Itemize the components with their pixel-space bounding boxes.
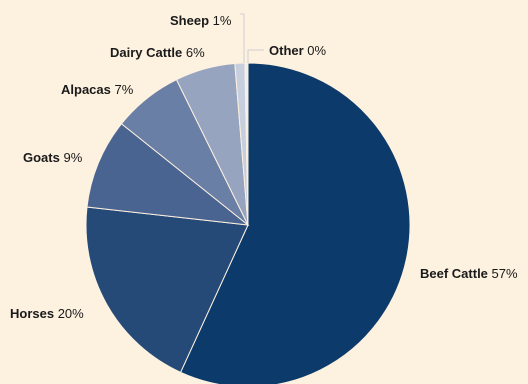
slice-beef-cattle [179,62,411,384]
leader-lines [240,13,264,63]
label-beef-cattle: Beef Cattle 57% [420,266,518,281]
leader-line-sheep [240,13,245,63]
label-alpacas: Alpacas 7% [61,82,134,97]
label-horses: Horses 20% [10,306,84,321]
label-goats: Goats 9% [23,150,83,165]
pie-slices [85,62,411,384]
label-other: Other 0% [269,43,327,58]
leader-line-other [247,49,264,63]
slice-horses [85,206,249,373]
slice-goats [86,123,250,226]
label-sheep: Sheep 1% [170,13,232,28]
label-dairy-cattle: Dairy Cattle 6% [110,45,205,60]
